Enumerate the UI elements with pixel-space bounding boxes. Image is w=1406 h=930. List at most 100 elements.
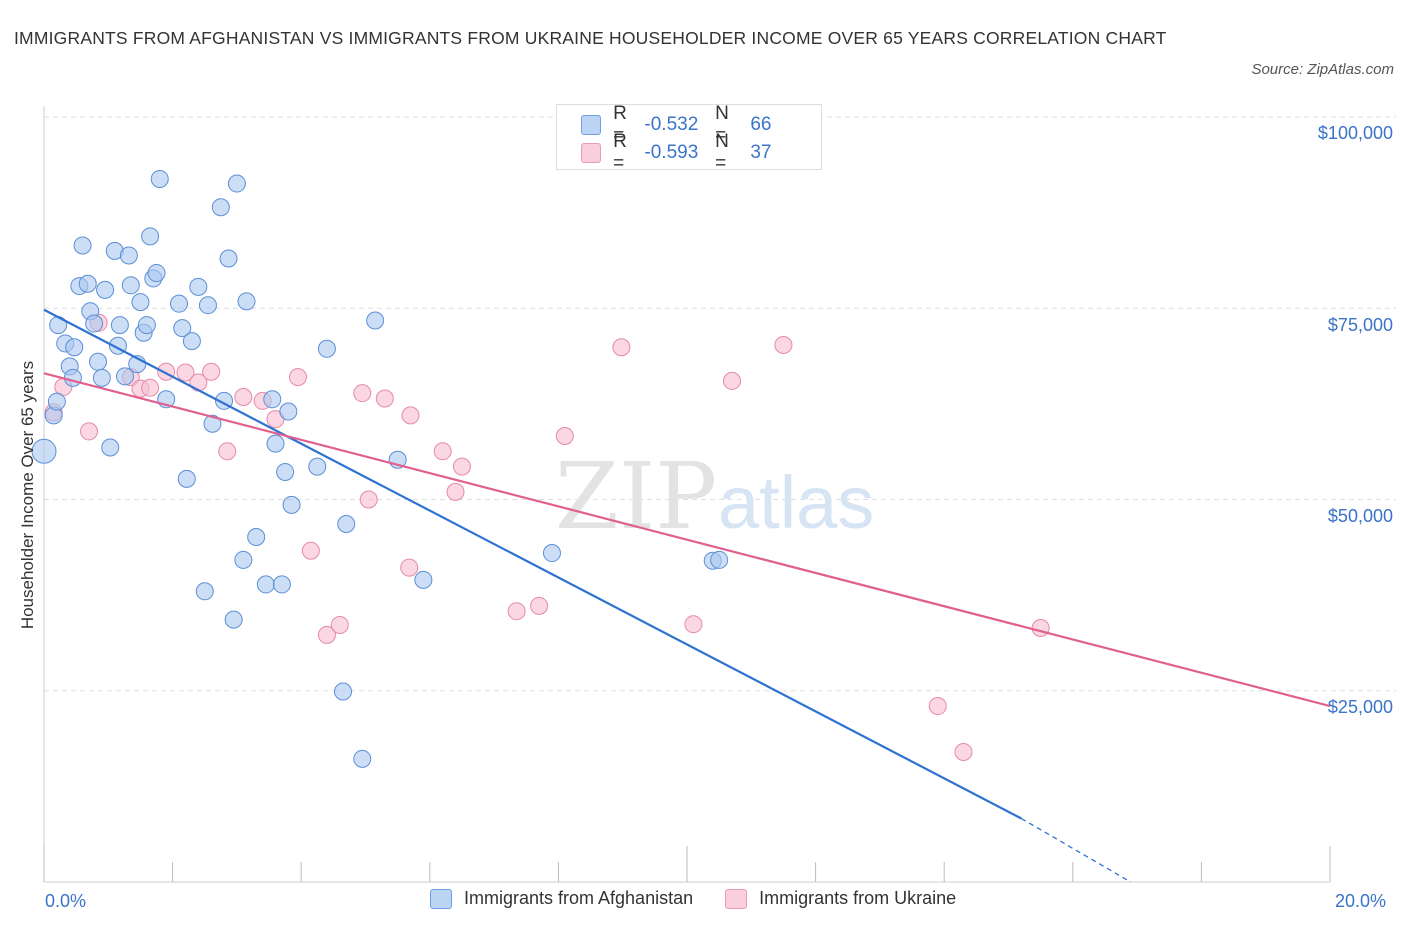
r-label: R = bbox=[613, 103, 627, 146]
afghanistan-point bbox=[366, 311, 385, 330]
afghanistan-point bbox=[195, 582, 214, 601]
ukraine-point bbox=[723, 371, 742, 390]
afghanistan-point bbox=[247, 527, 266, 546]
afghanistan-point bbox=[101, 438, 120, 457]
n-label: N = bbox=[715, 103, 729, 146]
afghanistan-point bbox=[227, 174, 246, 193]
afghanistan-point bbox=[85, 314, 104, 333]
source-label: Source: ZipAtlas.com bbox=[1251, 61, 1394, 78]
afghanistan-point bbox=[170, 294, 189, 313]
ukraine-point bbox=[446, 482, 465, 501]
legend-item-afghanistan[interactable]: Immigrants from Afghanistan bbox=[430, 888, 693, 909]
afghanistan-point bbox=[266, 434, 285, 453]
afghanistan-point bbox=[78, 274, 97, 293]
ukraine-point bbox=[375, 389, 394, 408]
x-tick-label: 20.0% bbox=[1335, 891, 1387, 911]
ukraine-point bbox=[330, 615, 349, 634]
afghanistan-point bbox=[65, 338, 84, 357]
y-axis-label: Householder Income Over 65 years bbox=[18, 360, 37, 630]
afghanistan-point bbox=[219, 249, 238, 268]
ukraine-point bbox=[353, 384, 372, 403]
ukraine-point bbox=[317, 625, 336, 644]
afghanistan-point bbox=[211, 198, 230, 217]
ukraine-point bbox=[684, 615, 703, 634]
afghanistan-point bbox=[131, 293, 150, 312]
ukraine-point bbox=[612, 338, 631, 357]
r-value: -0.532 bbox=[644, 114, 699, 135]
n-value: 37 bbox=[750, 142, 772, 163]
afghanistan-point bbox=[137, 316, 156, 335]
r-value: -0.593 bbox=[644, 142, 699, 163]
afghanistan-point bbox=[177, 469, 196, 488]
afghanistan-point bbox=[116, 367, 135, 386]
afghanistan-point bbox=[121, 276, 140, 295]
afghanistan-point bbox=[317, 339, 336, 358]
ukraine-point bbox=[288, 368, 307, 387]
ukraine-point bbox=[401, 406, 420, 425]
ukraine-point bbox=[218, 442, 237, 461]
afghanistan-trend-extension bbox=[1021, 817, 1131, 883]
ukraine-point bbox=[555, 427, 574, 446]
afghanistan-point bbox=[147, 264, 166, 283]
x-tick-label: 0.0% bbox=[45, 891, 87, 911]
n-value: 66 bbox=[750, 114, 772, 135]
afghanistan-point bbox=[276, 462, 295, 481]
watermark-zip: ZIP bbox=[555, 443, 717, 550]
ukraine-point bbox=[452, 457, 471, 476]
ukraine-point bbox=[80, 422, 99, 441]
ukraine-trend-line bbox=[43, 372, 1331, 708]
series-legend: Immigrants from Afghanistan Immigrants f… bbox=[430, 888, 988, 909]
ukraine-point bbox=[774, 335, 793, 354]
afghanistan-point bbox=[256, 575, 275, 594]
ukraine-point bbox=[1031, 619, 1050, 638]
afghanistan-point bbox=[31, 438, 57, 464]
ukraine-swatch bbox=[725, 888, 748, 909]
y-tick-label: $100,000 bbox=[1317, 123, 1393, 143]
legend-row-afghanistan: R = -0.532 N = 66 bbox=[581, 103, 821, 146]
afghanistan-point bbox=[110, 316, 129, 335]
afghanistan-point bbox=[96, 280, 115, 299]
legend-row-ukraine: R = -0.593 N = 37 bbox=[581, 131, 821, 174]
zipatlas-watermark: ZIP atlas bbox=[555, 443, 874, 550]
afghanistan-point bbox=[282, 495, 301, 514]
chart-title: IMMIGRANTS FROM AFGHANISTAN VS IMMIGRANT… bbox=[14, 28, 1167, 48]
ukraine-point bbox=[359, 490, 378, 509]
afghanistan-point bbox=[203, 414, 222, 433]
r-label: R = bbox=[613, 131, 627, 174]
afghanistan-point bbox=[189, 277, 208, 296]
y-tick-label: $50,000 bbox=[1327, 506, 1393, 526]
afghanistan-point bbox=[234, 550, 253, 569]
ukraine-point bbox=[433, 442, 452, 461]
afghanistan-point bbox=[119, 246, 138, 265]
legend-label: Immigrants from Ukraine bbox=[759, 888, 957, 908]
legend-item-ukraine[interactable]: Immigrants from Ukraine bbox=[725, 888, 956, 909]
afghanistan-point bbox=[89, 352, 108, 371]
watermark-atlas: atlas bbox=[718, 461, 874, 544]
ukraine-point bbox=[530, 596, 549, 615]
ukraine-point bbox=[507, 602, 526, 621]
afghanistan-point bbox=[263, 390, 282, 409]
afghanistan-point bbox=[150, 169, 169, 188]
afghanistan-point bbox=[542, 544, 561, 563]
trend-lines bbox=[43, 308, 1331, 883]
afghanistan-point bbox=[279, 402, 298, 421]
afghanistan-swatch bbox=[430, 888, 452, 909]
ukraine-point bbox=[954, 742, 973, 761]
ukraine-point bbox=[301, 541, 320, 560]
n-label: N = bbox=[715, 131, 729, 174]
afghanistan-point bbox=[333, 682, 352, 701]
axes bbox=[43, 106, 1331, 883]
afghanistan-point bbox=[337, 514, 356, 533]
afghanistan-point bbox=[47, 392, 66, 411]
ukraine-swatch bbox=[581, 143, 602, 163]
afghanistan-point bbox=[63, 368, 82, 387]
ukraine-point bbox=[928, 697, 947, 716]
ukraine-point bbox=[234, 387, 253, 406]
afghanistan-point bbox=[182, 332, 201, 351]
afghanistan-point bbox=[414, 570, 433, 589]
afghanistan-trend-line bbox=[43, 308, 1022, 820]
correlation-legend: R = -0.532 N = 66 R = -0.593 N = 37 bbox=[556, 103, 822, 174]
afghanistan-point bbox=[92, 368, 111, 387]
y-tick-label: $25,000 bbox=[1327, 697, 1393, 717]
